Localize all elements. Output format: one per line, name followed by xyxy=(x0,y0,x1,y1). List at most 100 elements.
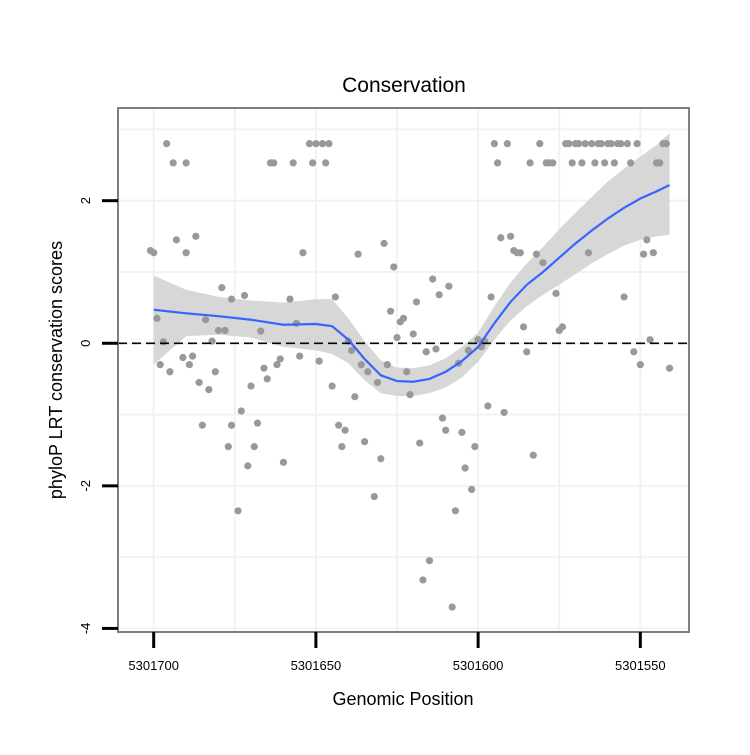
y-tick-label: 2 xyxy=(78,197,93,204)
data-point xyxy=(169,159,177,167)
data-point xyxy=(617,140,625,148)
data-point xyxy=(357,361,365,369)
data-point xyxy=(309,159,317,167)
data-point xyxy=(227,421,236,429)
data-point xyxy=(354,250,362,258)
data-point xyxy=(189,352,197,360)
data-point xyxy=(506,232,515,240)
data-point xyxy=(523,348,531,356)
y-tick-label: -2 xyxy=(78,480,93,492)
data-point xyxy=(403,368,411,376)
x-axis-title: Genomic Position xyxy=(332,689,473,709)
data-point xyxy=(347,346,356,354)
data-point xyxy=(406,390,414,399)
data-point xyxy=(516,249,524,257)
data-point xyxy=(198,421,206,429)
data-point xyxy=(185,361,193,369)
data-point xyxy=(581,140,589,148)
data-point xyxy=(179,353,187,362)
data-point xyxy=(224,443,232,451)
data-point xyxy=(416,439,424,447)
axes: 5301700 5301650 5301600 5301550 -4 -2 0 2 xyxy=(78,197,666,673)
data-point xyxy=(636,361,644,369)
data-point xyxy=(539,259,547,267)
data-point xyxy=(351,393,359,401)
data-point xyxy=(656,159,664,167)
data-point xyxy=(532,250,541,258)
data-points xyxy=(146,140,674,611)
y-axis-title: phyloP LRT conservation scores xyxy=(46,241,66,499)
data-point xyxy=(409,330,417,338)
data-point xyxy=(487,293,495,301)
data-point xyxy=(286,295,294,303)
data-point xyxy=(221,326,229,335)
data-point xyxy=(497,234,505,242)
data-point xyxy=(484,402,492,410)
data-point xyxy=(529,451,537,459)
data-point xyxy=(276,355,284,363)
data-point xyxy=(328,382,336,390)
data-point xyxy=(166,368,174,376)
data-point xyxy=(150,249,158,257)
data-point xyxy=(500,408,508,417)
data-point xyxy=(315,357,323,365)
y-tick-label: 0 xyxy=(78,340,93,347)
data-point xyxy=(451,507,460,515)
data-point xyxy=(597,140,606,148)
data-point xyxy=(662,140,670,148)
x-tick-label: 5301600 xyxy=(453,658,504,673)
data-point xyxy=(325,140,333,148)
data-point xyxy=(445,282,453,290)
data-point xyxy=(607,140,615,148)
data-point xyxy=(247,382,255,390)
data-point xyxy=(341,426,349,434)
data-point xyxy=(386,307,395,315)
data-point xyxy=(643,236,651,244)
data-point xyxy=(425,557,434,565)
data-point xyxy=(299,249,307,257)
data-point xyxy=(383,361,391,369)
data-point xyxy=(442,426,450,434)
data-point xyxy=(432,345,440,353)
data-point xyxy=(399,314,408,322)
data-point xyxy=(201,316,210,324)
data-point xyxy=(536,140,544,148)
data-point xyxy=(474,336,482,344)
data-point xyxy=(448,603,456,611)
data-point xyxy=(312,140,320,148)
data-point xyxy=(253,419,262,427)
data-point xyxy=(172,236,180,244)
data-point xyxy=(503,140,511,148)
data-point xyxy=(211,368,219,376)
data-point xyxy=(578,159,586,167)
data-point xyxy=(338,443,346,451)
data-point xyxy=(377,455,385,463)
data-point xyxy=(458,428,466,436)
data-point xyxy=(620,293,628,301)
data-point xyxy=(419,576,427,584)
data-point xyxy=(331,293,339,301)
y-tick-label: -4 xyxy=(78,623,93,635)
data-point xyxy=(575,140,583,148)
x-tick-label: 5301700 xyxy=(128,658,179,673)
data-point xyxy=(227,295,236,303)
x-tick-label: 5301650 xyxy=(291,658,342,673)
data-point xyxy=(490,140,498,148)
data-point xyxy=(591,159,599,167)
data-point xyxy=(630,348,638,356)
data-point xyxy=(471,443,479,451)
data-point xyxy=(610,159,618,167)
data-point xyxy=(468,485,476,494)
data-point xyxy=(422,348,430,356)
data-point xyxy=(429,275,437,283)
data-point xyxy=(163,140,171,148)
data-point xyxy=(153,314,161,322)
data-point xyxy=(263,375,271,383)
data-point xyxy=(558,323,567,331)
data-point xyxy=(250,443,258,451)
data-point xyxy=(380,239,388,248)
data-point xyxy=(461,464,469,472)
data-point xyxy=(519,323,528,331)
